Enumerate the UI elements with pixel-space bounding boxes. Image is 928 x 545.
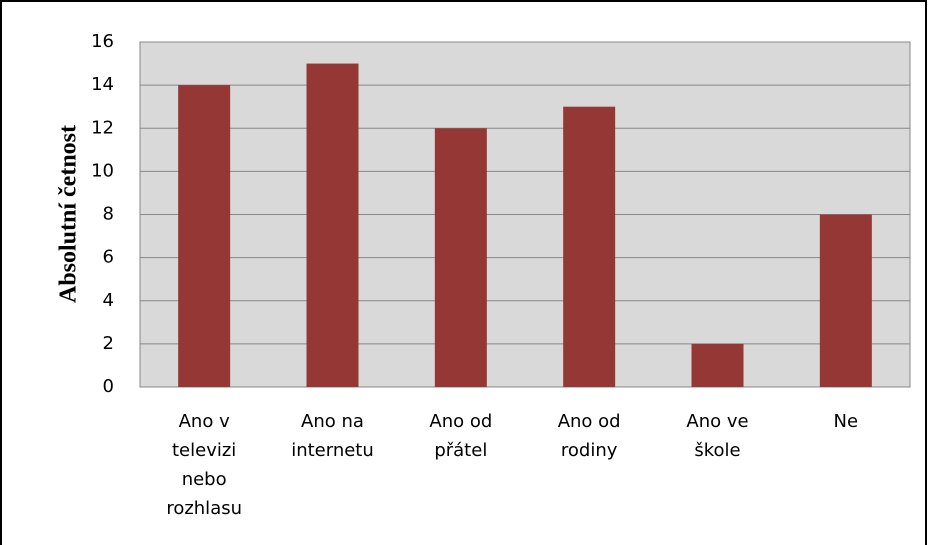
y-tick-label: 4 [103,290,114,311]
label-line: Ne [834,411,859,432]
y-tick-label: 14 [91,74,114,95]
y-axis-label: Absolutní četnost [56,125,82,303]
y-tick-label: 8 [103,204,114,225]
label-line: Ano od [558,411,621,432]
label-line: škole [694,440,740,461]
label-line: Ano na [301,411,364,432]
x-tick-label: Ano v televizi nebo rozhlasu [166,411,242,519]
label-line: internetu [291,440,374,461]
bar [306,63,359,387]
x-tick-label: Ano ve škole [686,411,748,461]
x-tick-label: Ano od přátel [429,411,492,461]
y-tick-label: 10 [91,160,114,181]
label-line: Ano ve [686,411,748,432]
y-tick-label: 6 [103,247,114,268]
x-tick-label: Ne [834,411,859,432]
bar [563,106,616,387]
x-tick-label: Ano od rodiny [558,411,621,461]
bar [819,214,872,387]
label-line: Ano v [179,411,230,432]
y-tick-label: 0 [103,376,114,397]
y-tick-label: 2 [103,333,114,354]
label-line: televizi [172,440,236,461]
label-line: Ano od [429,411,492,432]
label-line: rozhlasu [166,498,242,519]
y-tick-label: 12 [91,117,114,138]
label-line: nebo [182,469,227,490]
bar [434,128,487,387]
x-tick-label: Ano na internetu [291,411,374,461]
label-line: přátel [434,440,487,461]
label-line: rodiny [561,440,618,461]
y-tick-label: 16 [91,31,114,52]
bar [178,85,231,387]
bar [691,343,744,387]
